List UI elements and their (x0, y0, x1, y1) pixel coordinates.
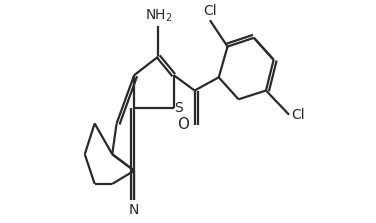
Text: Cl: Cl (203, 4, 217, 18)
Text: N: N (129, 202, 139, 217)
Text: S: S (174, 101, 183, 115)
Text: Cl: Cl (291, 108, 305, 122)
Text: O: O (177, 117, 189, 132)
Text: NH$_2$: NH$_2$ (144, 7, 172, 24)
